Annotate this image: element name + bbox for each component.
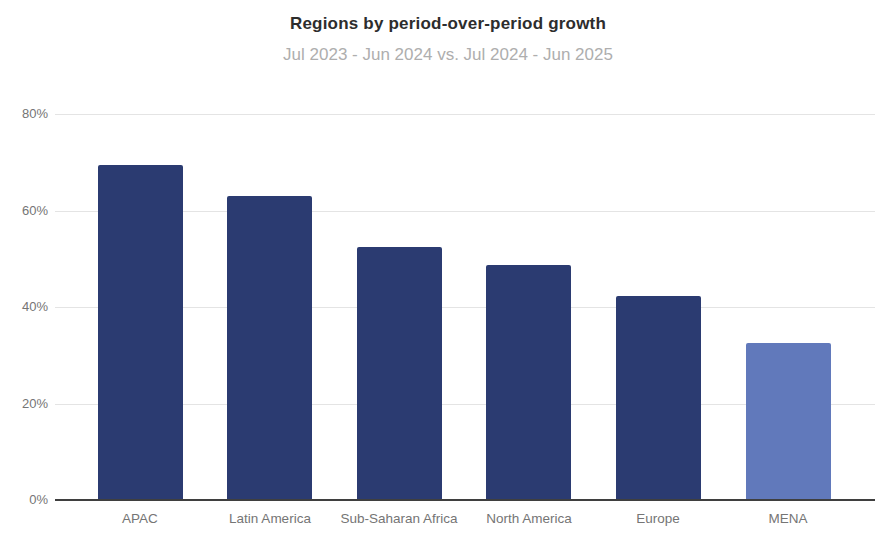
bar-apac[interactable] <box>98 165 183 500</box>
y-axis-label-20: 20% <box>8 396 48 412</box>
bar-latin-america[interactable] <box>227 196 312 500</box>
bar-north-america[interactable] <box>486 265 571 500</box>
gridline-80 <box>55 114 875 115</box>
y-axis-label-40: 40% <box>8 299 48 315</box>
x-axis-label-sub-saharan-africa: Sub-Saharan Africa <box>324 511 474 527</box>
x-axis-label-latin-america: Latin America <box>195 511 345 527</box>
x-axis-label-apac: APAC <box>65 511 215 527</box>
bar-europe[interactable] <box>616 296 701 500</box>
y-axis-label-0: 0% <box>8 492 48 508</box>
x-axis-line <box>55 499 875 501</box>
x-axis-label-north-america: North America <box>454 511 604 527</box>
x-axis-label-europe: Europe <box>583 511 733 527</box>
chart-canvas: Regions by period-over-period growth Jul… <box>0 0 896 541</box>
x-axis-label-mena: MENA <box>713 511 863 527</box>
y-axis-label-60: 60% <box>8 203 48 219</box>
bar-sub-saharan-africa[interactable] <box>357 247 442 500</box>
plot-area: 0% 20% 40% 60% 80% APACLatin AmericaSub-Sahar… <box>0 0 896 541</box>
bar-mena[interactable] <box>746 343 831 500</box>
y-axis-label-80: 80% <box>8 106 48 122</box>
